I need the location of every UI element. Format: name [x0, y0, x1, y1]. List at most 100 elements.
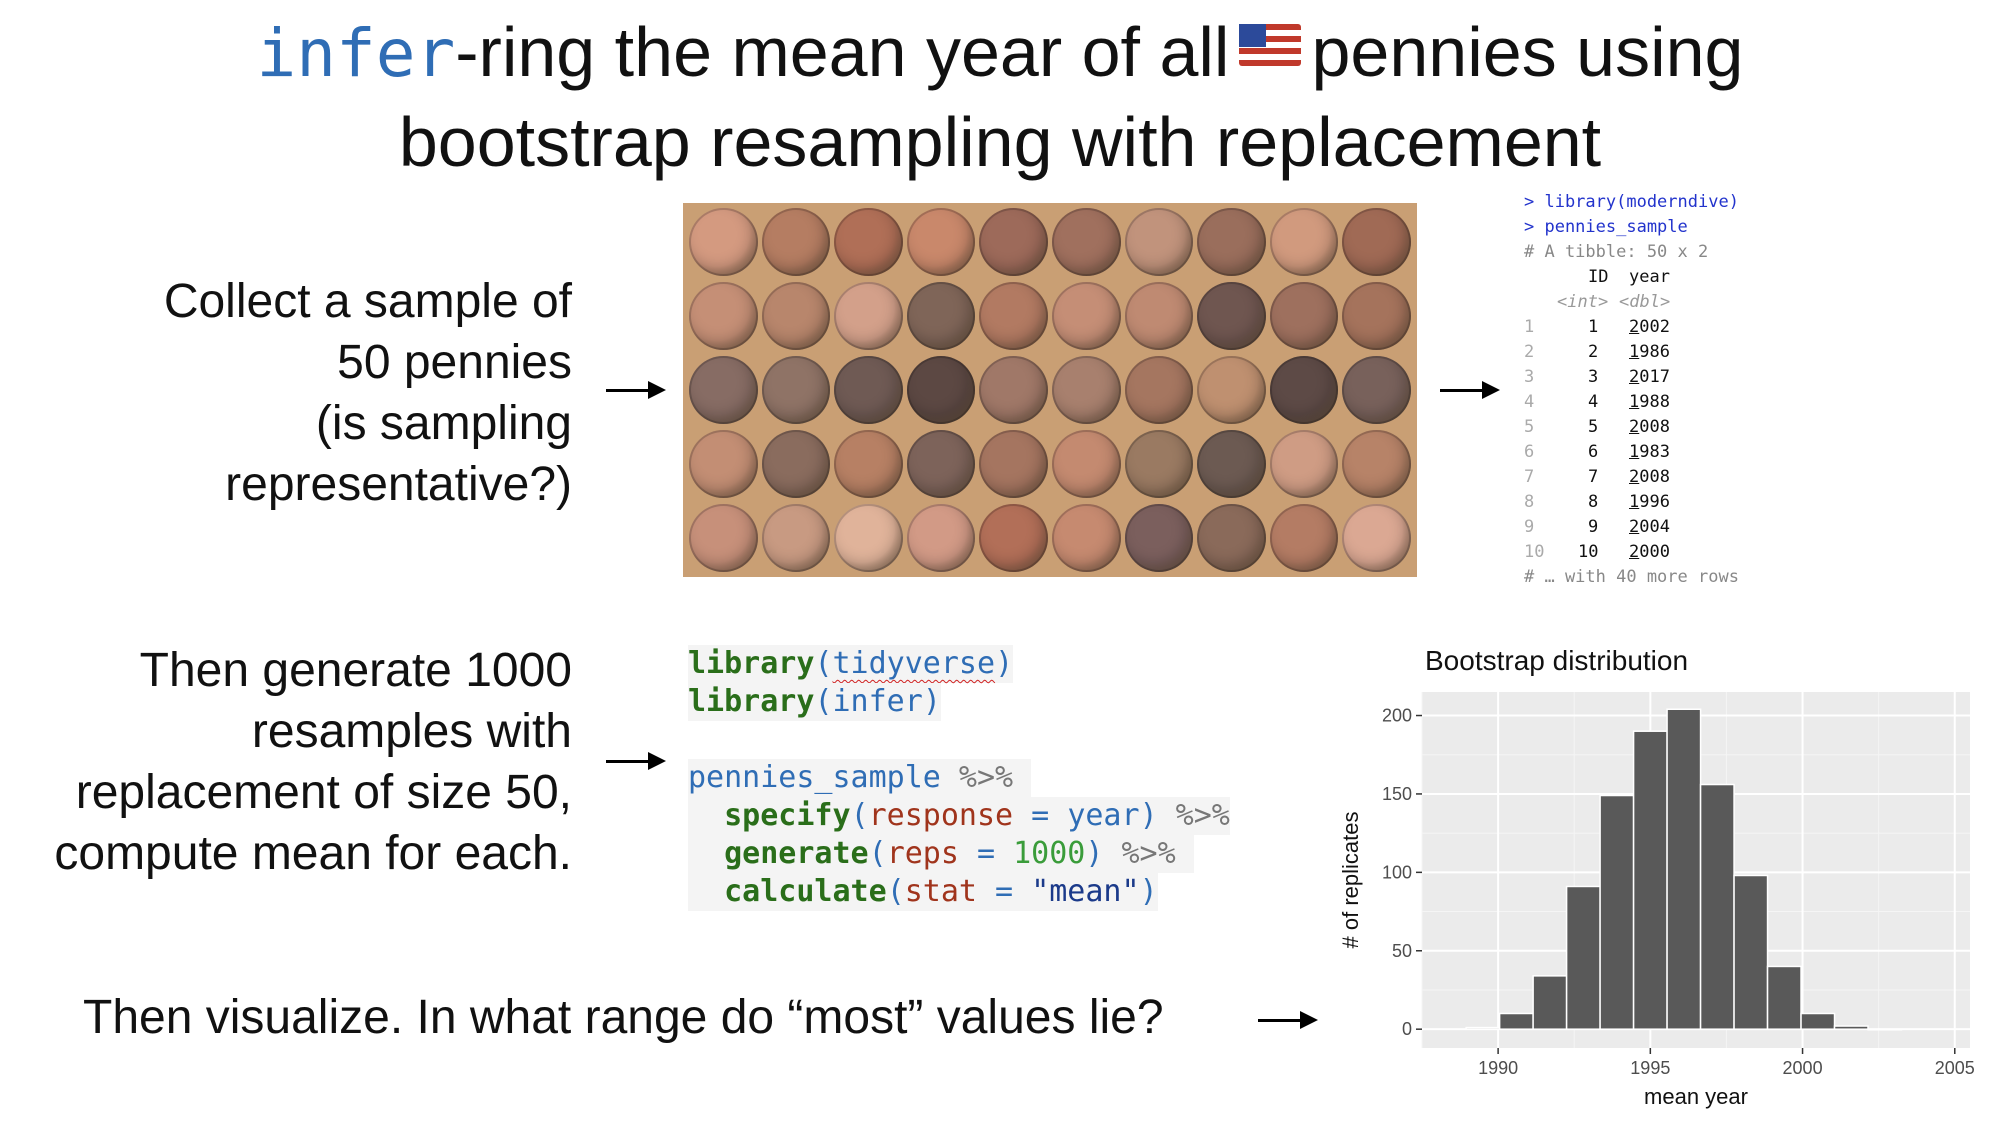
histogram-bar: [1699, 783, 1735, 1030]
penny-coin: [689, 504, 758, 572]
penny-coin: [1269, 430, 1339, 498]
step2-line: replacement of size 50,: [75, 766, 572, 819]
code-line-4: pennies_sample %>%: [688, 759, 1032, 797]
penny-coin: [1197, 356, 1266, 424]
tibble-column-types: <int> <dbl>: [1524, 290, 1764, 315]
tibble-column-names: ID year: [1524, 265, 1764, 290]
histogram-bar: [1733, 874, 1769, 1030]
penny-coin: [689, 208, 758, 276]
penny-coin: [1051, 430, 1121, 498]
row-id: 7: [1588, 467, 1599, 487]
row-id: 1: [1588, 317, 1599, 337]
histogram-bar: [1565, 885, 1601, 1030]
row-number: 8: [1524, 492, 1535, 512]
penny-coin: [1342, 208, 1411, 276]
step2-line: resamples with: [251, 705, 572, 758]
penny-coin: [1051, 356, 1121, 424]
penny-coin: [906, 430, 976, 498]
tibble-row: 10 10 2000: [1524, 540, 1764, 565]
arrow-to-console: [1440, 381, 1500, 399]
step1-line: (is sampling: [315, 397, 572, 450]
title-text-a: -ring the mean year of all: [455, 13, 1230, 91]
row-id: 5: [1588, 417, 1599, 437]
penny-coin: [1342, 430, 1411, 498]
console-command: > pennies_sample: [1524, 217, 1688, 237]
histogram-bar: [1666, 708, 1702, 1030]
x-axis-label: mean year: [1644, 1084, 1748, 1109]
penny-coin: [761, 504, 831, 572]
penny-coin: [979, 430, 1048, 498]
step3-description: Then visualize. In what range do “most” …: [83, 991, 1164, 1044]
tibble-row: 1 1 2002: [1524, 315, 1764, 340]
tibble-row: 8 8 1996: [1524, 490, 1764, 515]
penny-coin: [906, 282, 976, 350]
row-number: 5: [1524, 417, 1535, 437]
penny-coin: [761, 208, 831, 276]
row-number: 10: [1524, 542, 1545, 562]
histogram-bar: [1599, 794, 1635, 1030]
row-id: 10: [1578, 542, 1599, 562]
y-tick-label: 150: [1382, 784, 1412, 804]
tibble-row: 2 2 1986: [1524, 340, 1764, 365]
penny-coin: [834, 282, 903, 350]
penny-coin: [979, 356, 1048, 424]
histogram-bar: [1867, 1028, 1903, 1031]
tibble-row: 3 3 2017: [1524, 365, 1764, 390]
row-id: 6: [1588, 442, 1599, 462]
penny-coin: [906, 504, 976, 572]
penny-coin: [689, 430, 758, 498]
title-text-b: pennies using: [1311, 13, 1744, 91]
row-id: 3: [1588, 367, 1599, 387]
tibble-row: 9 9 2004: [1524, 515, 1764, 540]
penny-coin: [979, 282, 1048, 350]
row-number: 3: [1524, 367, 1535, 387]
penny-coin: [834, 208, 903, 276]
histogram-bar: [1465, 1026, 1501, 1030]
row-year: 1988: [1629, 392, 1670, 412]
tibble-header: # A tibble: 50 x 2: [1524, 242, 1709, 262]
code-line-5: specify(response = year) %>%: [688, 797, 1230, 835]
penny-coin: [1269, 356, 1339, 424]
penny-coin: [1124, 208, 1194, 276]
row-id: 9: [1588, 517, 1599, 537]
console-command: > library(moderndive): [1524, 192, 1739, 212]
penny-coin: [1197, 282, 1266, 350]
type-year: <dbl>: [1619, 292, 1671, 312]
column-id: ID: [1588, 267, 1609, 287]
row-number: 9: [1524, 517, 1535, 537]
y-tick-label: 200: [1382, 706, 1412, 726]
us-flag-icon: [1239, 24, 1302, 66]
penny-coin: [1124, 430, 1194, 498]
row-id: 2: [1588, 342, 1599, 362]
histogram-bar: [1800, 1012, 1836, 1030]
row-id: 4: [1588, 392, 1599, 412]
penny-coin: [761, 430, 831, 498]
step1-line: representative?): [225, 458, 572, 511]
penny-coin: [1051, 208, 1121, 276]
step2-line: Then generate 1000: [139, 644, 572, 697]
r-code-block: library(tidyverse) library(infer) pennie…: [688, 645, 1230, 911]
row-year: 1996: [1629, 492, 1670, 512]
row-year: 1983: [1629, 442, 1670, 462]
step1-line: 50 pennies: [337, 336, 572, 389]
penny-coin: [1342, 282, 1411, 350]
tibble-row: 7 7 2008: [1524, 465, 1764, 490]
slide-title-line2: bootstrap resampling with replacement: [398, 103, 1602, 181]
row-year: 1986: [1629, 342, 1670, 362]
penny-coin: [1197, 430, 1266, 498]
penny-coin: [1124, 282, 1194, 350]
histogram-bar: [1632, 730, 1668, 1030]
row-number: 7: [1524, 467, 1535, 487]
step1-line: Collect a sample of: [163, 275, 572, 328]
penny-coin: [834, 430, 903, 498]
histogram-bar: [1498, 1012, 1534, 1030]
column-year: year: [1629, 267, 1670, 287]
arrow-to-chart: [1258, 1011, 1318, 1029]
row-year: 2004: [1629, 517, 1670, 537]
penny-coin: [1269, 208, 1339, 276]
tibble-row: 6 6 1983: [1524, 440, 1764, 465]
r-console-output: > library(moderndive) > pennies_sample #…: [1524, 190, 1764, 590]
row-number: 1: [1524, 317, 1535, 337]
penny-coin: [1342, 356, 1411, 424]
penny-coin: [979, 504, 1048, 572]
